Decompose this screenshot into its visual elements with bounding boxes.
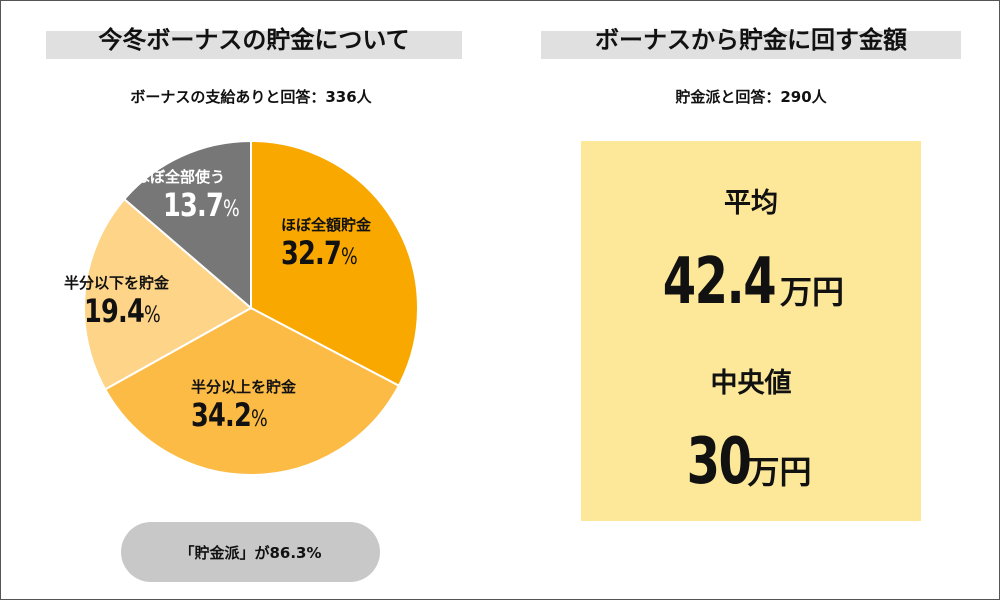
slice-name-2: 半分以下を貯金 [64,274,170,292]
amount-stats-box: 平均 42.4 万円 中央値 30万円 [581,141,921,521]
slice-value-2: 19.4 [84,292,145,330]
slice-value-3: 13.7 [163,186,224,224]
left-subheading: ボーナスの支給ありと回答：336人 [130,88,372,106]
median-label: 中央値 [710,368,792,399]
pie-slice-3 [122,139,252,311]
slice-pct-0: 32.7% [281,235,358,276]
slice-pct-3: 13.7% [163,187,240,228]
slice-label-1: 半分以上を貯金 34.2% [191,377,296,438]
slice-value-0: 32.7 [281,234,342,272]
slice-name-3: ほぼ全部使う [135,168,226,186]
pie-slice-1 [103,306,401,476]
median-amount: 30万円 [581,427,921,513]
left-heading: 今冬ボーナスの貯金について [46,15,462,59]
right-heading: ボーナスから貯金に回す金額 [541,15,961,59]
slice-name-1: 半分以上を貯金 [191,378,297,396]
slice-unit-0: % [340,245,358,270]
savers-share-badge: 「貯金派」が86.3% [121,522,380,582]
average-amount: 42.4 万円 [581,247,921,333]
slice-unit-3: % [222,197,240,222]
slice-pct-2: 19.4% [84,293,161,334]
slice-unit-2: % [143,303,161,328]
right-subheading: 貯金派と回答：290人 [675,88,827,106]
slice-value-1: 34.2 [191,396,252,434]
slice-pct-1: 34.2% [191,397,275,438]
pie-slice-2 [83,197,253,391]
average-label: 平均 [724,188,778,219]
median-unit: 万円 [747,453,812,491]
slice-unit-1: % [250,407,268,432]
average-value: 42.4 [662,245,777,319]
average-unit: 万円 [779,273,844,311]
slice-label-0: ほぼ全額貯金 32.7% [281,215,377,276]
slice-label-2: 半分以下を貯金 19.4% [64,273,180,334]
median-value: 30 [687,425,752,499]
pie-slice-0 [250,139,419,388]
slice-label-3: ほぼ全部使う 13.7% [135,167,259,228]
slice-name-0: ほぼ全額貯金 [281,216,372,234]
